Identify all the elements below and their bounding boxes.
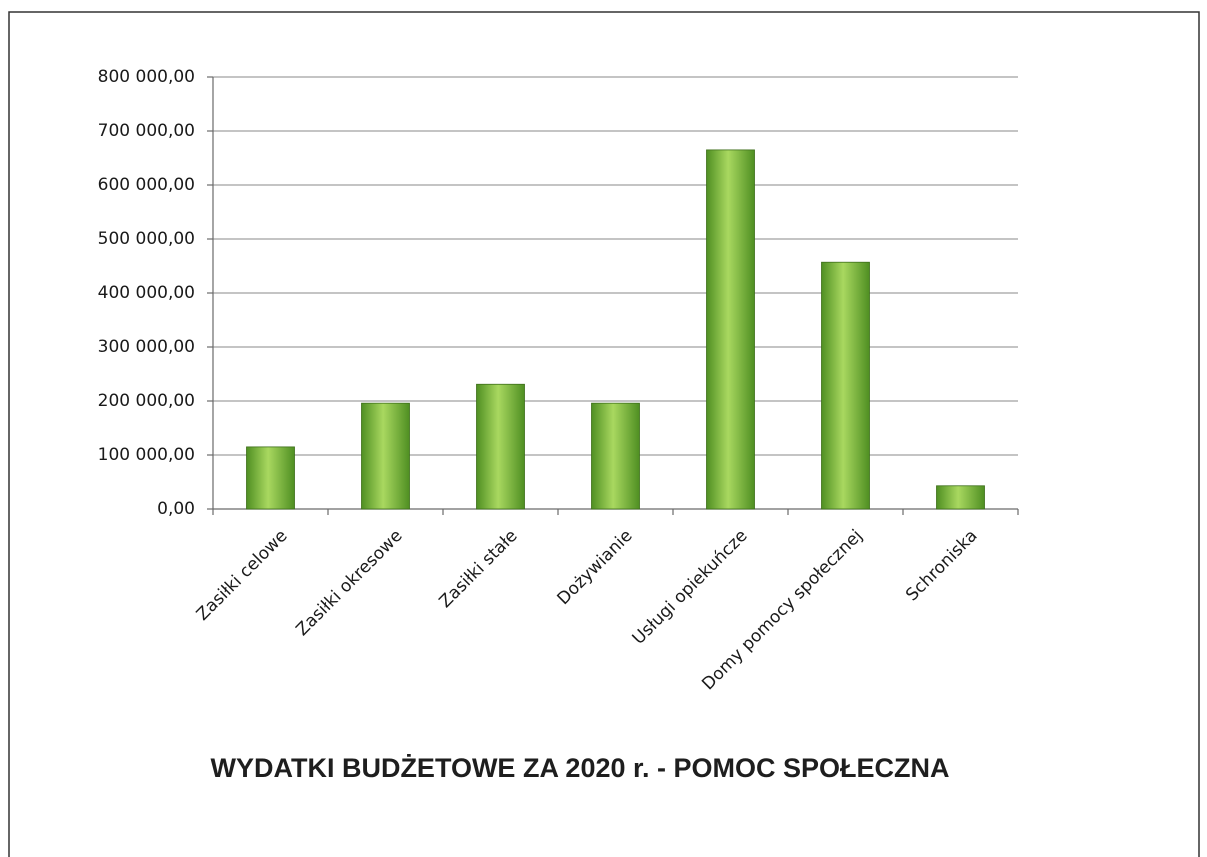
y-tick-label: 800 000,00 bbox=[98, 67, 195, 87]
y-tick-label: 300 000,00 bbox=[98, 337, 195, 357]
bar bbox=[936, 485, 985, 510]
y-tick-label: 100 000,00 bbox=[98, 445, 195, 465]
frame bbox=[8, 11, 1200, 857]
y-tick-label: 200 000,00 bbox=[98, 391, 195, 411]
x-tick-label: Zasiłki okresowe bbox=[292, 526, 406, 640]
bar bbox=[361, 402, 410, 510]
bar bbox=[476, 383, 525, 510]
y-tick-label: 700 000,00 bbox=[98, 121, 195, 141]
y-tick-label: 400 000,00 bbox=[98, 283, 195, 303]
y-tick-label: 500 000,00 bbox=[98, 229, 195, 249]
y-tick-label: 0,00 bbox=[157, 499, 195, 519]
bar bbox=[591, 402, 640, 510]
bar bbox=[706, 149, 755, 510]
x-tick-label: Zasiłki celowe bbox=[193, 526, 292, 625]
bar bbox=[821, 261, 870, 510]
bar bbox=[246, 446, 295, 510]
chart-title: WYDATKI BUDŻETOWE ZA 2020 r. - POMOC SPO… bbox=[210, 753, 949, 783]
x-tick-label: Schroniska bbox=[902, 526, 981, 605]
x-tick-label: Dożywianie bbox=[553, 526, 636, 609]
x-tick-label: Usługi opiekuńcze bbox=[629, 526, 752, 649]
y-tick-label: 600 000,00 bbox=[98, 175, 195, 195]
x-tick-label: Zasiłki stałe bbox=[436, 526, 522, 612]
